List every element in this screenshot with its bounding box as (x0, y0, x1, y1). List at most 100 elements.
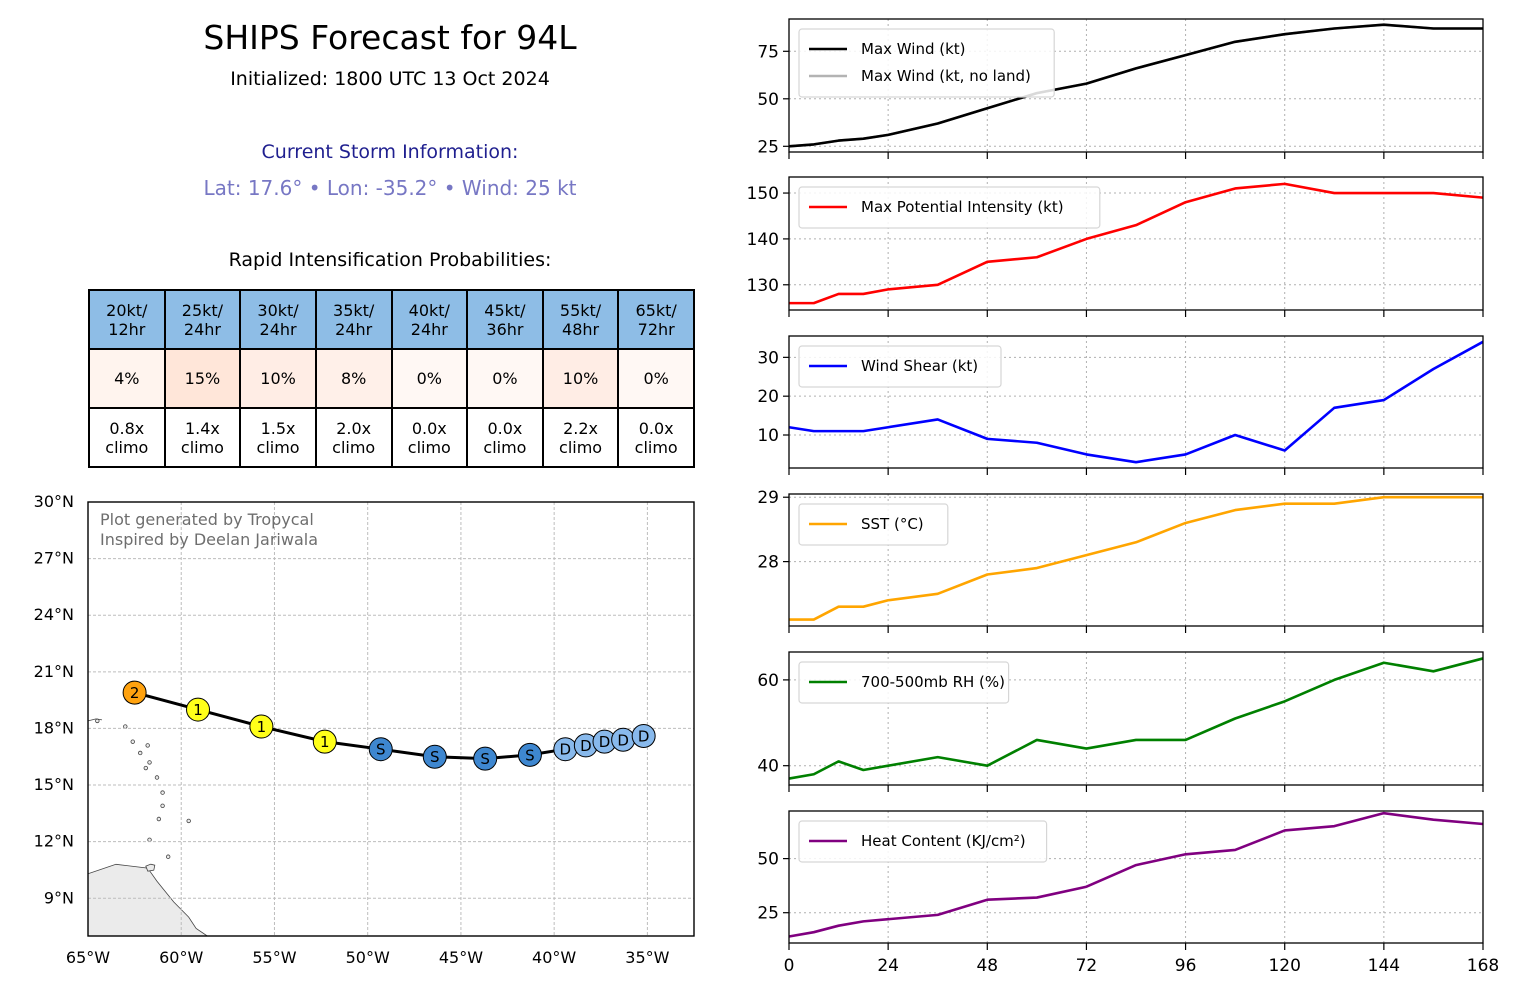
y-tick-label: 10 (757, 426, 779, 446)
track-point-category: 1 (257, 718, 267, 736)
legend-box (798, 345, 1002, 388)
series-line (789, 182, 1484, 305)
ri-climo-word: climo (407, 437, 451, 457)
ri-header-kt: 55kt/ (559, 300, 602, 320)
track-point: D (553, 737, 578, 762)
track-point-marker (186, 697, 211, 722)
track-point-category: 1 (320, 733, 330, 751)
ri-probability-table: 20kt/12hr 25kt/24hr 30kt/24hr 35kt/24hr … (88, 289, 695, 468)
ri-climo-word: climo (256, 437, 300, 457)
ri-climo-cell: 1.4x climo (163, 407, 242, 468)
map-frame (87, 501, 695, 937)
initialized-time: Initialized: 1800 UTC 13 Oct 2024 (230, 68, 550, 90)
ri-header-row: 20kt/12hr 25kt/24hr 30kt/24hr 35kt/24hr … (88, 289, 695, 350)
ri-probability-cell: 10% (239, 348, 317, 409)
ri-probability-cell: 8% (314, 348, 393, 409)
lon-tick-label: 40°W (532, 948, 576, 967)
ri-header-cell: 30kt/24hr (239, 289, 317, 350)
y-tick-label: 28 (757, 553, 779, 573)
ri-climo-cell: 0.0x climo (390, 407, 469, 468)
lon-tick-label: 35°W (625, 948, 669, 967)
ri-climo-word: climo (634, 437, 678, 457)
legend-box (798, 28, 1055, 98)
lon-tick-label: 50°W (346, 948, 390, 967)
y-tick-label: 20 (757, 387, 779, 407)
track-point-marker (368, 737, 393, 762)
legend-label: SST (°C) (861, 515, 924, 533)
track-point: D (631, 723, 656, 748)
ri-climo-ratio: 1.5x (260, 418, 296, 438)
island-shape (156, 816, 162, 822)
ri-climo-ratio: 0.8x (109, 418, 145, 438)
legend-box (798, 186, 1101, 229)
x-tick-label: 24 (877, 956, 899, 976)
series-line (788, 340, 1484, 464)
current-storm-heading: Current Storm Information: (261, 141, 519, 163)
lat-tick-label: 27°N (34, 549, 74, 568)
legend-label: Wind Shear (kt) (861, 357, 978, 375)
ri-climo-cell: 1.5x climo (239, 407, 317, 468)
y-tick-label: 60 (757, 671, 779, 691)
legend-box (798, 820, 1048, 863)
ri-climo-ratio: 0.0x (487, 418, 523, 438)
ri-header-kt: 35kt/ (333, 300, 375, 320)
track-point: 1 (186, 697, 211, 722)
ri-header-hr: 24hr (183, 319, 221, 339)
track-point: 1 (249, 714, 274, 739)
y-tick-label: 25 (757, 137, 779, 157)
ri-climo-cell: 0.8x climo (88, 407, 166, 468)
forecast-panel: 25 50 0 24 48 72 96 120 144 168 Heat Content (KJ/c… (757, 810, 1499, 976)
island-shape (143, 765, 149, 771)
series-line (789, 495, 1483, 621)
island-shape (145, 743, 150, 748)
track-point: S (473, 746, 498, 771)
ri-heading: Rapid Intensification Probabilities: (228, 249, 552, 271)
forecast-panels: 25 50 75 Max Wind (kt) Max Wind (kt, no land… (747, 18, 1499, 976)
lat-tick-label: 9°N (44, 888, 74, 907)
legend-label: Max Wind (kt) (861, 40, 966, 58)
legend-label: Heat Content (KJ/cm²) (861, 832, 1026, 850)
ri-header-kt: 65kt/ (635, 300, 677, 320)
track-point: S (517, 742, 542, 767)
track-point-category: D (638, 727, 650, 745)
lat-tick-label: 15°N (34, 775, 74, 794)
island-shape (165, 854, 171, 859)
y-tick-label: 50 (757, 850, 779, 870)
track-point-marker (312, 729, 337, 754)
track-point-marker (473, 746, 498, 771)
x-tick-label: 72 (1076, 956, 1098, 976)
x-tick-label: 96 (1175, 956, 1197, 976)
ri-probability-cell: 4% (88, 348, 166, 409)
y-tick-label: 40 (757, 757, 779, 777)
ri-climo-cell: 2.0x climo (314, 407, 393, 468)
series-line (788, 811, 1484, 938)
ri-probability-cell: 10% (541, 348, 620, 409)
lat-tick-label: 21°N (34, 662, 74, 681)
ri-probability-row: 4% 15% 10% 8% 0% 0% 10% 0% (88, 348, 695, 409)
track-point-marker (422, 744, 447, 769)
panel-frame (788, 651, 1484, 786)
ri-climo-word: climo (559, 437, 603, 457)
track-point-category: D (580, 737, 592, 755)
trinidad-island (145, 863, 156, 872)
ri-climo-word: climo (332, 437, 376, 457)
track-point-category: D (560, 741, 572, 759)
ri-climo-ratio: 2.0x (336, 418, 372, 438)
panel-frame (788, 810, 1484, 944)
ri-climo-cell: 2.2x climo (541, 407, 620, 468)
credit-tropycal: Plot generated by Tropycal (100, 510, 314, 529)
track-point: D (611, 727, 636, 752)
ri-header-kt: 45kt/ (484, 300, 526, 320)
legend-box (798, 661, 1010, 704)
ri-header-hr: 48hr (562, 319, 600, 339)
x-tick-label: 0 (784, 956, 795, 976)
ri-probability-cell: 15% (163, 348, 242, 409)
ri-header-cell: 25kt/24hr (163, 289, 242, 350)
ri-climo-ratio: 1.4x (184, 418, 220, 438)
island-shape (160, 803, 165, 808)
track-point: 2 (122, 680, 147, 705)
ri-climo-ratio: 0.0x (638, 418, 674, 438)
current-storm-info: Lat: 17.6° • Lon: -35.2° • Wind: 25 kt (203, 176, 577, 200)
x-tick-label: 48 (976, 956, 998, 976)
ri-header-cell: 45kt/36hr (466, 289, 544, 350)
